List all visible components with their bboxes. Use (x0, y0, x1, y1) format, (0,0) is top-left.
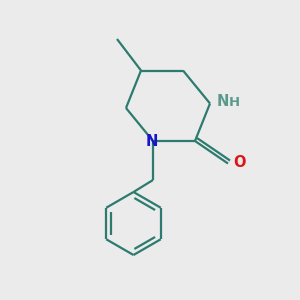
Text: N: N (216, 94, 229, 109)
Text: H: H (228, 95, 240, 109)
Text: N: N (145, 134, 158, 149)
Text: O: O (233, 155, 246, 170)
